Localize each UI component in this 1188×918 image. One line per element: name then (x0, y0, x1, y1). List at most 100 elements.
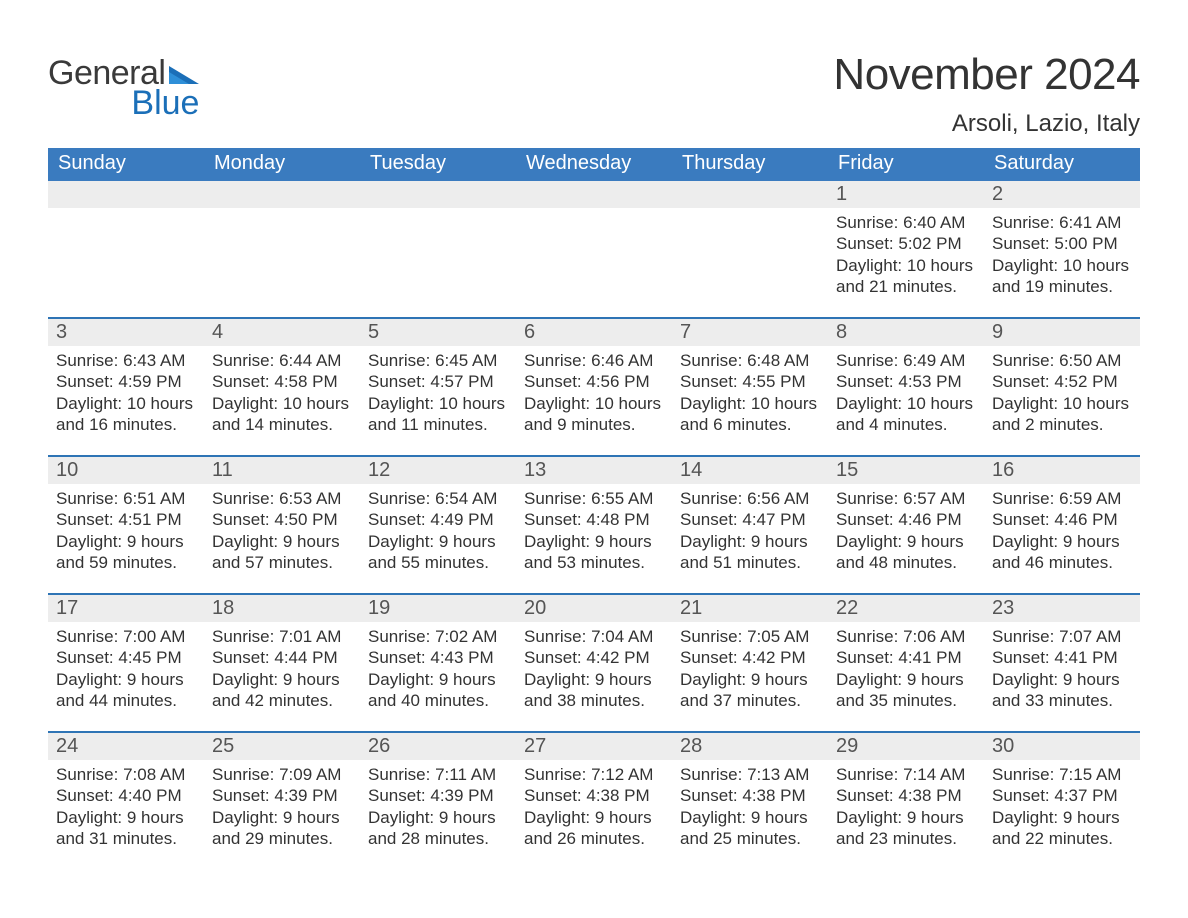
sunset-line: Sunset: 4:48 PM (524, 509, 664, 530)
day-number-bar (204, 181, 360, 208)
day-body: Sunrise: 7:08 AMSunset: 4:40 PMDaylight:… (48, 760, 204, 849)
daylight-line-2: and 51 minutes. (680, 552, 820, 573)
day-cell (204, 181, 360, 297)
daylight-line-2: and 42 minutes. (212, 690, 352, 711)
week-row: 3Sunrise: 6:43 AMSunset: 4:59 PMDaylight… (48, 317, 1140, 435)
weekday-header-cell: Sunday (48, 148, 204, 181)
day-cell: 10Sunrise: 6:51 AMSunset: 4:51 PMDayligh… (48, 457, 204, 573)
day-cell: 5Sunrise: 6:45 AMSunset: 4:57 PMDaylight… (360, 319, 516, 435)
sunset-line: Sunset: 4:58 PM (212, 371, 352, 392)
day-cell: 13Sunrise: 6:55 AMSunset: 4:48 PMDayligh… (516, 457, 672, 573)
sunrise-line: Sunrise: 6:51 AM (56, 488, 196, 509)
sunrise-line: Sunrise: 6:48 AM (680, 350, 820, 371)
brand-logo: General Blue (48, 56, 199, 120)
day-cell: 19Sunrise: 7:02 AMSunset: 4:43 PMDayligh… (360, 595, 516, 711)
day-number-bar (516, 181, 672, 208)
sunset-line: Sunset: 4:41 PM (992, 647, 1132, 668)
day-body: Sunrise: 6:51 AMSunset: 4:51 PMDaylight:… (48, 484, 204, 573)
daylight-line-2: and 25 minutes. (680, 828, 820, 849)
daylight-line-1: Daylight: 9 hours (992, 669, 1132, 690)
sunrise-line: Sunrise: 7:11 AM (368, 764, 508, 785)
day-body: Sunrise: 6:40 AMSunset: 5:02 PMDaylight:… (828, 208, 984, 297)
daylight-line-2: and 55 minutes. (368, 552, 508, 573)
day-cell (48, 181, 204, 297)
daylight-line-1: Daylight: 10 hours (524, 393, 664, 414)
calendar-page: General Blue November 2024 Arsoli, Lazio… (0, 0, 1188, 909)
daylight-line-2: and 19 minutes. (992, 276, 1132, 297)
day-number-bar: 9 (984, 319, 1140, 346)
sunrise-line: Sunrise: 7:08 AM (56, 764, 196, 785)
day-cell: 6Sunrise: 6:46 AMSunset: 4:56 PMDaylight… (516, 319, 672, 435)
sunset-line: Sunset: 4:44 PM (212, 647, 352, 668)
day-number-bar: 5 (360, 319, 516, 346)
day-body: Sunrise: 7:13 AMSunset: 4:38 PMDaylight:… (672, 760, 828, 849)
day-number-bar: 27 (516, 733, 672, 760)
daylight-line-2: and 38 minutes. (524, 690, 664, 711)
daylight-line-1: Daylight: 10 hours (992, 393, 1132, 414)
day-cell: 23Sunrise: 7:07 AMSunset: 4:41 PMDayligh… (984, 595, 1140, 711)
day-body: Sunrise: 6:57 AMSunset: 4:46 PMDaylight:… (828, 484, 984, 573)
daylight-line-1: Daylight: 9 hours (212, 807, 352, 828)
weekday-header-cell: Monday (204, 148, 360, 181)
sunrise-line: Sunrise: 6:49 AM (836, 350, 976, 371)
daylight-line-1: Daylight: 9 hours (56, 807, 196, 828)
day-cell: 1Sunrise: 6:40 AMSunset: 5:02 PMDaylight… (828, 181, 984, 297)
day-number-bar: 26 (360, 733, 516, 760)
day-number-bar: 1 (828, 181, 984, 208)
day-body: Sunrise: 6:55 AMSunset: 4:48 PMDaylight:… (516, 484, 672, 573)
sunset-line: Sunset: 4:38 PM (524, 785, 664, 806)
logo-word-blue: Blue (131, 86, 199, 120)
sunset-line: Sunset: 4:52 PM (992, 371, 1132, 392)
day-body: Sunrise: 7:07 AMSunset: 4:41 PMDaylight:… (984, 622, 1140, 711)
daylight-line-1: Daylight: 10 hours (992, 255, 1132, 276)
day-cell: 25Sunrise: 7:09 AMSunset: 4:39 PMDayligh… (204, 733, 360, 849)
day-cell: 26Sunrise: 7:11 AMSunset: 4:39 PMDayligh… (360, 733, 516, 849)
day-number-bar: 11 (204, 457, 360, 484)
day-number-bar: 23 (984, 595, 1140, 622)
day-number-bar: 20 (516, 595, 672, 622)
day-cell: 3Sunrise: 6:43 AMSunset: 4:59 PMDaylight… (48, 319, 204, 435)
day-body: Sunrise: 7:06 AMSunset: 4:41 PMDaylight:… (828, 622, 984, 711)
day-cell: 22Sunrise: 7:06 AMSunset: 4:41 PMDayligh… (828, 595, 984, 711)
week-row: 24Sunrise: 7:08 AMSunset: 4:40 PMDayligh… (48, 731, 1140, 849)
sunset-line: Sunset: 5:00 PM (992, 233, 1132, 254)
daylight-line-1: Daylight: 9 hours (836, 669, 976, 690)
daylight-line-2: and 26 minutes. (524, 828, 664, 849)
daylight-line-2: and 48 minutes. (836, 552, 976, 573)
sunrise-line: Sunrise: 7:13 AM (680, 764, 820, 785)
title-block: November 2024 Arsoli, Lazio, Italy (833, 50, 1140, 138)
daylight-line-2: and 11 minutes. (368, 414, 508, 435)
sunrise-line: Sunrise: 7:07 AM (992, 626, 1132, 647)
day-number-bar: 6 (516, 319, 672, 346)
daylight-line-2: and 9 minutes. (524, 414, 664, 435)
sunrise-line: Sunrise: 6:40 AM (836, 212, 976, 233)
day-cell: 2Sunrise: 6:41 AMSunset: 5:00 PMDaylight… (984, 181, 1140, 297)
day-number-bar: 3 (48, 319, 204, 346)
daylight-line-2: and 46 minutes. (992, 552, 1132, 573)
sunrise-line: Sunrise: 6:46 AM (524, 350, 664, 371)
day-cell: 27Sunrise: 7:12 AMSunset: 4:38 PMDayligh… (516, 733, 672, 849)
daylight-line-2: and 6 minutes. (680, 414, 820, 435)
sunset-line: Sunset: 4:40 PM (56, 785, 196, 806)
daylight-line-1: Daylight: 9 hours (992, 531, 1132, 552)
daylight-line-2: and 21 minutes. (836, 276, 976, 297)
week-row: 1Sunrise: 6:40 AMSunset: 5:02 PMDaylight… (48, 181, 1140, 297)
sunset-line: Sunset: 4:45 PM (56, 647, 196, 668)
sunset-line: Sunset: 4:47 PM (680, 509, 820, 530)
day-cell: 28Sunrise: 7:13 AMSunset: 4:38 PMDayligh… (672, 733, 828, 849)
month-title: November 2024 (833, 50, 1140, 100)
day-body: Sunrise: 6:46 AMSunset: 4:56 PMDaylight:… (516, 346, 672, 435)
day-cell: 15Sunrise: 6:57 AMSunset: 4:46 PMDayligh… (828, 457, 984, 573)
sunset-line: Sunset: 4:59 PM (56, 371, 196, 392)
daylight-line-1: Daylight: 9 hours (680, 807, 820, 828)
sunset-line: Sunset: 4:38 PM (836, 785, 976, 806)
day-body: Sunrise: 6:45 AMSunset: 4:57 PMDaylight:… (360, 346, 516, 435)
daylight-line-2: and 37 minutes. (680, 690, 820, 711)
day-body: Sunrise: 6:41 AMSunset: 5:00 PMDaylight:… (984, 208, 1140, 297)
daylight-line-2: and 35 minutes. (836, 690, 976, 711)
day-cell: 17Sunrise: 7:00 AMSunset: 4:45 PMDayligh… (48, 595, 204, 711)
header-row: General Blue November 2024 Arsoli, Lazio… (48, 50, 1140, 138)
day-cell: 30Sunrise: 7:15 AMSunset: 4:37 PMDayligh… (984, 733, 1140, 849)
daylight-line-2: and 40 minutes. (368, 690, 508, 711)
day-number-bar (672, 181, 828, 208)
